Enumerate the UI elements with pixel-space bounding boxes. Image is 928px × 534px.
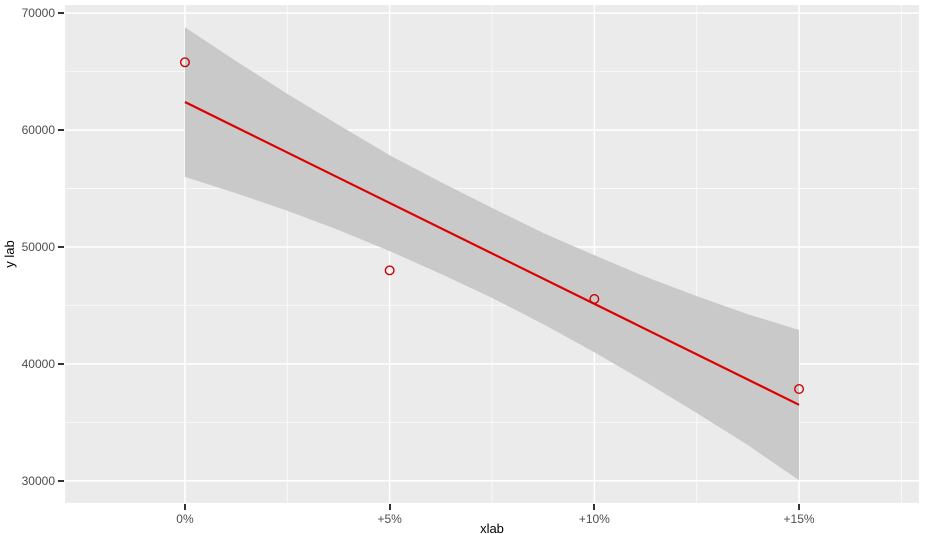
- data-point: [384, 265, 395, 276]
- regression-line: [184, 101, 800, 406]
- y-axis-tick: [58, 479, 64, 482]
- data-point: [179, 57, 190, 68]
- x-axis-tick-label: 0%: [176, 512, 194, 526]
- x-axis-title: xlab: [480, 521, 504, 534]
- data-point: [794, 384, 805, 395]
- x-axis-tick: [388, 504, 391, 510]
- y-axis-tick-label: 40000: [21, 356, 55, 371]
- y-axis-tick-label: 70000: [21, 6, 55, 21]
- x-axis-tick-label: +10%: [578, 512, 610, 526]
- y-axis-tick: [58, 362, 64, 365]
- y-axis-tick-label: 30000: [21, 473, 55, 488]
- y-axis-tick: [58, 245, 64, 248]
- y-axis-tick: [58, 12, 64, 15]
- x-axis-tick: [183, 504, 186, 510]
- y-axis-tick-label: 60000: [21, 123, 55, 138]
- x-axis-tick-label: +5%: [377, 512, 402, 526]
- plot-panel: [65, 5, 919, 503]
- x-axis-tick: [798, 504, 801, 510]
- x-axis-tick: [593, 504, 596, 510]
- y-axis-tick-label: 50000: [21, 239, 55, 254]
- plot-svg: [65, 5, 919, 503]
- x-axis-tick-label: +15%: [783, 512, 815, 526]
- data-point: [589, 294, 600, 305]
- y-axis-tick: [58, 129, 64, 132]
